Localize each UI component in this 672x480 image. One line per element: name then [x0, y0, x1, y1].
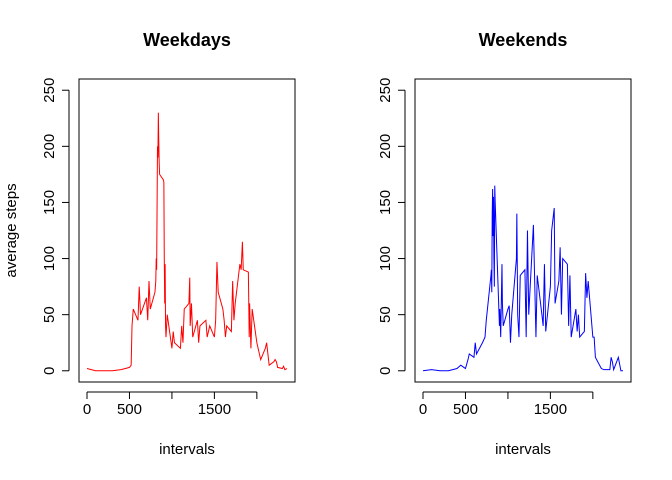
y-tick-label: 250 — [41, 78, 58, 103]
plot-box — [78, 78, 296, 383]
y-tick-label: 100 — [41, 246, 58, 271]
x-axis-label: intervals — [159, 441, 215, 458]
y-tick-label: 50 — [41, 306, 58, 323]
chart-title: Weekdays — [143, 30, 231, 50]
y-tick-label: 250 — [377, 78, 394, 103]
y-tick-label: 0 — [41, 367, 58, 375]
plot-box — [414, 78, 632, 383]
y-tick-label: 50 — [377, 306, 394, 323]
x-tick-label: 500 — [453, 401, 478, 418]
y-tick-label: 150 — [41, 190, 58, 215]
x-tick-label: 500 — [117, 401, 142, 418]
y-axis-label: average steps — [3, 183, 20, 277]
y-tick-label: 200 — [41, 134, 58, 159]
data-line — [422, 185, 623, 372]
y-tick-label: 0 — [377, 367, 394, 375]
y-tick-label: 100 — [377, 246, 394, 271]
chart-title: Weekends — [479, 30, 568, 50]
x-tick-label: 0 — [83, 401, 91, 418]
x-tick-label: 1500 — [198, 401, 231, 418]
data-line — [86, 112, 288, 372]
y-tick-label: 150 — [377, 190, 394, 215]
x-axis-label: intervals — [495, 441, 551, 458]
x-tick-label: 1500 — [534, 401, 567, 418]
x-tick-label: 0 — [419, 401, 427, 418]
y-tick-label: 200 — [377, 134, 394, 159]
